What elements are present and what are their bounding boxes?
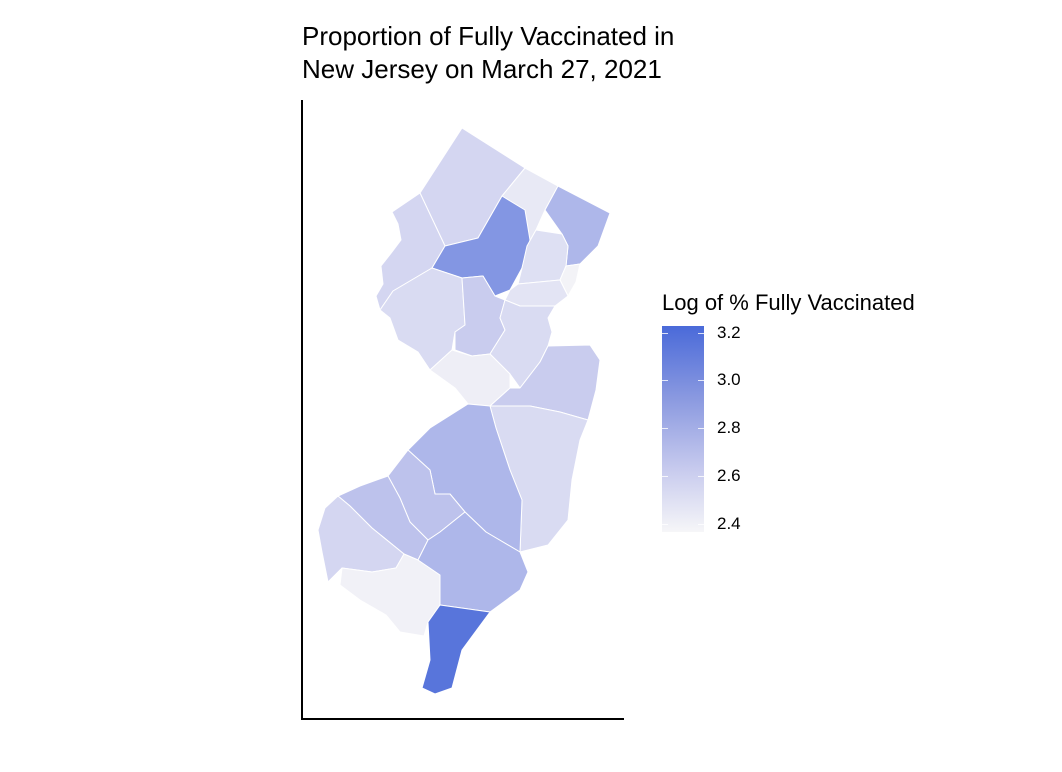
legend-tick-label: 2.8 bbox=[717, 418, 741, 437]
county-cape-may[interactable] bbox=[421, 604, 491, 695]
legend-tick-label: 3.0 bbox=[717, 370, 741, 389]
legend-tick-label: 2.4 bbox=[717, 514, 741, 533]
legend-tick-label: 2.6 bbox=[717, 466, 741, 485]
legend-title: Log of % Fully Vaccinated bbox=[662, 290, 915, 315]
county-mercer[interactable] bbox=[429, 349, 511, 407]
legend-colorbar bbox=[662, 326, 704, 532]
chart-title: Proportion of Fully Vaccinated in New Je… bbox=[302, 20, 674, 86]
county-hudson[interactable] bbox=[559, 263, 581, 297]
legend-tick-label: 3.2 bbox=[717, 323, 741, 342]
title-line-1: Proportion of Fully Vaccinated in bbox=[302, 21, 675, 51]
county-union[interactable] bbox=[504, 279, 569, 307]
county-atlantic[interactable] bbox=[417, 511, 529, 613]
title-line-2: New Jersey on March 27, 2021 bbox=[302, 54, 662, 84]
